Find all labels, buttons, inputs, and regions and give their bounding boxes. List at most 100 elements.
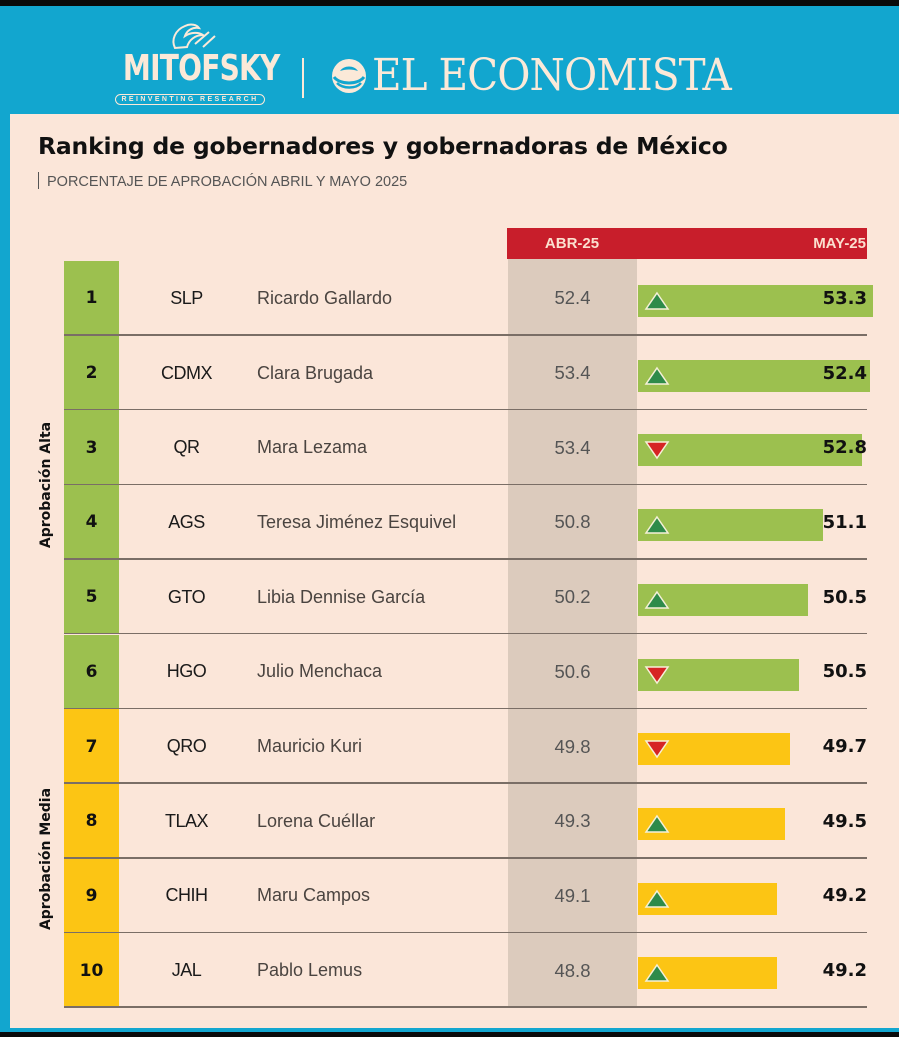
row-divider: [64, 782, 867, 784]
row-divider: [64, 483, 867, 486]
table-row: 10 JAL Pablo Lemus 48.8 49.2: [64, 933, 867, 1008]
state-abbr: HGO: [166, 661, 207, 682]
rank-cell: 6: [64, 634, 119, 710]
rank-cell: 9: [64, 858, 119, 934]
bottom-edge: [0, 1032, 899, 1037]
subtitle-text: PORCENTAJE DE APROBACIÓN ABRIL Y MAYO 20…: [47, 174, 408, 190]
table-row: 2 CDMX Clara Brugada 53.4 52.4: [64, 335, 870, 411]
rank-cell: 3: [64, 410, 119, 486]
row-divider: [64, 931, 867, 934]
governor-name: Mauricio Kuri: [257, 736, 363, 757]
governor-name: Clara Brugada: [257, 362, 374, 383]
state-abbr: CDMX: [161, 362, 213, 383]
rank-cell: 5: [64, 559, 119, 635]
content-panel: [0, 113, 899, 1032]
header-banner: MITOFSKY REINVENTING RESEARCH EL ECONOMI…: [0, 6, 899, 114]
state-abbr: JAL: [171, 960, 202, 981]
may-bar: [638, 658, 799, 691]
logo-separator: [302, 58, 304, 98]
may-value: 49.2: [822, 960, 867, 982]
abr-value: 50.8: [554, 511, 591, 533]
trend-up-icon: [644, 814, 670, 839]
may-value: 52.8: [822, 437, 867, 459]
content-panel-inner: [10, 114, 899, 1028]
abr-value: 48.8: [554, 959, 591, 981]
table-row: 6 HGO Julio Menchaca 50.6 50.5: [64, 634, 867, 710]
rank-number: 10: [79, 960, 104, 981]
group-label-alta: Aprobación Alta: [38, 422, 54, 549]
chart-subtitle: PORCENTAJE DE APROBACIÓN ABRIL Y MAYO 20…: [38, 172, 407, 190]
rank-number: 5: [85, 587, 98, 608]
governor-name: Maru Campos: [257, 885, 371, 906]
rank-number: 4: [85, 512, 98, 533]
rank-number: 9: [85, 885, 98, 906]
abr-value: 49.3: [554, 810, 591, 832]
rank-cell: 2: [64, 335, 119, 411]
row-divider: [64, 334, 867, 336]
rank-number: 1: [85, 288, 98, 309]
trend-down-icon: [644, 440, 670, 465]
state-abbr: AGS: [168, 511, 205, 532]
may-value: 49.5: [822, 810, 867, 832]
state-abbr: GTO: [167, 586, 206, 607]
state-abbr: CHIH: [165, 885, 209, 906]
governor-name: Pablo Lemus: [257, 960, 363, 981]
row-divider: [64, 632, 867, 635]
column-header-bar: [507, 228, 867, 259]
table-row: 8 TLAX Lorena Cuéllar 49.3 49.5: [64, 783, 867, 859]
row-divider: [64, 558, 867, 560]
row-divider: [64, 408, 867, 411]
table-row: 1 SLP Ricardo Gallardo 52.4 53.3: [64, 261, 873, 336]
governor-name: Ricardo Gallardo: [257, 287, 393, 308]
subtitle-bar: [38, 172, 39, 189]
may-bar: [638, 434, 862, 467]
group-label-media: Aprobación Media: [38, 787, 54, 930]
abr-value: 49.8: [554, 735, 591, 757]
may-value: 50.5: [822, 586, 867, 608]
abr-value: 50.6: [554, 660, 591, 682]
governor-name: Libia Dennise García: [257, 586, 426, 607]
may-bar: [638, 509, 823, 542]
rank-cell: 10: [64, 933, 119, 1008]
may-bar: [638, 882, 777, 915]
trend-up-icon: [644, 366, 670, 391]
governor-name: Teresa Jiménez Esquivel: [257, 511, 457, 532]
state-abbr: TLAX: [164, 810, 209, 831]
state-abbr: QR: [173, 437, 201, 458]
column-header-may: MAY-25: [813, 235, 866, 252]
trend-up-icon: [644, 515, 670, 540]
table-row: 9 CHIH Maru Campos 49.1 49.2: [64, 858, 867, 934]
table-row: 7 QRO Mauricio Kuri 49.8 49.7: [64, 709, 867, 784]
trend-down-icon: [644, 665, 670, 690]
may-value: 49.2: [822, 885, 867, 907]
rank-number: 8: [85, 811, 98, 832]
el-economista-globe-icon: [332, 59, 366, 93]
trend-up-icon: [644, 590, 670, 615]
rank-cell: 4: [64, 485, 119, 560]
table-row: 4 AGS Teresa Jiménez Esquivel 50.8 51.1: [64, 485, 867, 560]
abr-value: 49.1: [554, 884, 591, 906]
state-abbr: QRO: [166, 736, 207, 757]
abr-value: 53.4: [554, 436, 591, 458]
trend-up-icon: [644, 291, 670, 316]
mitofsky-wordmark: MITOFSKY: [122, 48, 280, 89]
row-divider: [64, 1006, 867, 1008]
rank-cell: 1: [64, 261, 119, 336]
may-bar: [638, 359, 870, 392]
rank-cell: 7: [64, 709, 119, 784]
state-abbr: SLP: [170, 287, 203, 308]
may-value: 50.5: [822, 661, 867, 683]
rank-number: 3: [85, 437, 98, 458]
may-value: 53.3: [822, 287, 867, 309]
table-row: 5 GTO Libia Dennise García 50.2 50.5: [64, 559, 867, 635]
table-row: 3 QR Mara Lezama 53.4 52.8: [64, 410, 867, 486]
governor-name: Julio Menchaca: [257, 661, 383, 682]
chart-title: Ranking de gobernadores y gobernadoras d…: [38, 132, 728, 160]
may-value: 49.7: [822, 736, 867, 758]
rank-number: 6: [85, 661, 98, 682]
governor-name: Lorena Cuéllar: [257, 810, 376, 831]
rank-cell: 8: [64, 783, 119, 859]
abr-value: 52.4: [554, 287, 591, 309]
may-bar: [638, 733, 791, 766]
rank-number: 2: [85, 363, 98, 384]
